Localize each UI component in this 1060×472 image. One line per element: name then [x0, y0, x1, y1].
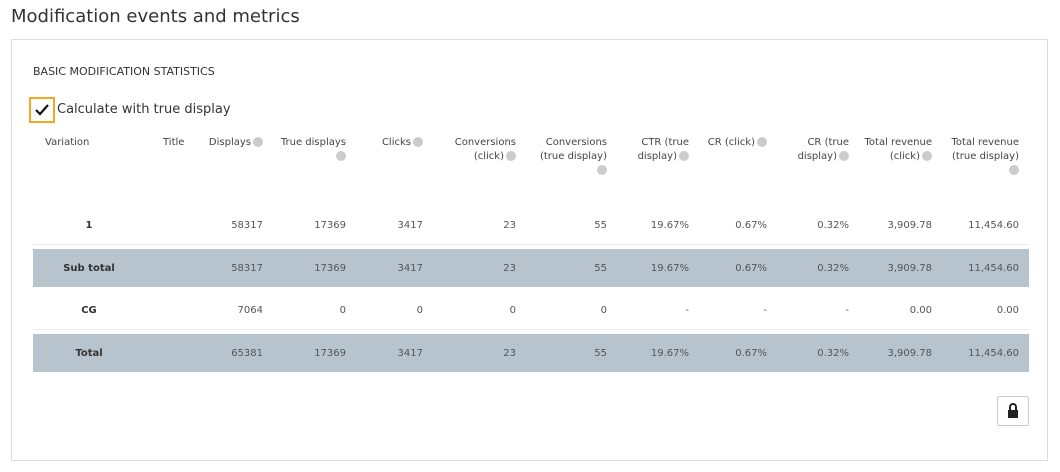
table-cell: 3,909.78 [859, 334, 942, 372]
table-cell: 17369 [273, 249, 356, 287]
info-icon[interactable] [597, 165, 607, 175]
column-header: CTR (true display) [617, 134, 699, 202]
table-cell: 0.67% [699, 249, 777, 287]
table-cell: 17369 [273, 334, 356, 372]
column-header-text: Conversions (click) [454, 137, 516, 162]
table-cell: 19.67% [617, 249, 699, 287]
table-cell: 0.00 [859, 291, 942, 330]
info-icon[interactable] [413, 137, 423, 147]
column-header-text: Total revenue (true display) [951, 137, 1019, 162]
checkbox-label[interactable]: Calculate with true display [57, 102, 231, 117]
column-header: Displays [201, 134, 273, 202]
table-cell: - [777, 291, 859, 330]
table-cell: 3417 [356, 249, 433, 287]
table-cell: 23 [433, 249, 526, 287]
table-cell: 58317 [201, 206, 273, 245]
panel: BASIC MODIFICATION STATISTICS Calculate … [11, 39, 1048, 461]
table-row: 1 58317 17369 3417 23 55 19.67% 0.67% 0.32% 3,909… [33, 206, 1029, 245]
info-icon[interactable] [1009, 165, 1019, 175]
column-header-text: True displays [280, 137, 346, 148]
column-header-text: Total revenue (click) [864, 137, 932, 162]
table-row: Sub total 58317 17369 3417 23 55 19.67% 0.67% 0.… [33, 249, 1029, 287]
table-cell: 11,454.60 [942, 334, 1029, 372]
table-cell: - [617, 291, 699, 330]
table-cell: 0.00 [942, 291, 1029, 330]
info-icon[interactable] [922, 151, 932, 161]
table-cell: 55 [526, 206, 617, 245]
row-label: 1 [33, 206, 151, 245]
title-cell [151, 334, 201, 372]
table-cell: 0.67% [699, 334, 777, 372]
column-header: Clicks [356, 134, 433, 202]
title-cell [151, 291, 201, 330]
lock-button[interactable] [997, 396, 1029, 426]
table-cell: 0.32% [777, 249, 859, 287]
column-header-text: CTR (true display) [637, 137, 689, 162]
column-header: CR (click) [699, 134, 777, 202]
row-label: CG [33, 291, 151, 330]
info-icon[interactable] [839, 151, 849, 161]
table-cell: 58317 [201, 249, 273, 287]
table-cell: 65381 [201, 334, 273, 372]
table-cell: 0 [273, 291, 356, 330]
column-header-text: Clicks [381, 137, 411, 148]
table-cell: 3417 [356, 206, 433, 245]
column-header: Conversions (true display) [526, 134, 617, 202]
table-cell: 55 [526, 249, 617, 287]
column-header: True displays [273, 134, 356, 202]
table-cell: 0.32% [777, 206, 859, 245]
table-cell: - [699, 291, 777, 330]
table-cell: 0.67% [699, 206, 777, 245]
column-header: Title [151, 134, 201, 202]
table-row: Total 65381 17369 3417 23 55 19.67% 0.67% 0.32% 3… [33, 334, 1029, 372]
table-cell: 0.32% [777, 334, 859, 372]
row-label: Total [33, 334, 151, 372]
table-cell: 0 [356, 291, 433, 330]
table-cell: 19.67% [617, 206, 699, 245]
column-header: Conversions (click) [433, 134, 526, 202]
table-row: CG 7064 0 0 0 0- - -0.00 0.00 [33, 291, 1029, 330]
page-title: Modification events and metrics [11, 6, 300, 27]
stats-table: Variation Title Displays True displays Click… [33, 130, 1029, 376]
table-cell: 3,909.78 [859, 249, 942, 287]
column-header-text: Variation [45, 137, 90, 148]
table-cell: 3,909.78 [859, 206, 942, 245]
title-cell [151, 249, 201, 287]
column-header: Total revenue (click) [859, 134, 942, 202]
column-header-text: Conversions (true display) [539, 137, 607, 162]
info-icon[interactable] [757, 137, 767, 147]
section-title: BASIC MODIFICATION STATISTICS [33, 65, 215, 78]
column-header-text: Displays [208, 137, 251, 148]
row-label: Sub total [33, 249, 151, 287]
table-cell: 7064 [201, 291, 273, 330]
checkbox[interactable] [29, 97, 55, 123]
table-cell: 19.67% [617, 334, 699, 372]
table-cell: 17369 [273, 206, 356, 245]
column-header-text: CR (click) [707, 137, 755, 148]
info-icon[interactable] [253, 137, 263, 147]
column-header: Total revenue (true display) [942, 134, 1029, 202]
table-cell: 55 [526, 334, 617, 372]
info-icon[interactable] [679, 151, 689, 161]
table-cell: 3417 [356, 334, 433, 372]
table-cell: 0 [526, 291, 617, 330]
table-cell: 0 [433, 291, 526, 330]
table-cell: 23 [433, 334, 526, 372]
title-cell [151, 206, 201, 245]
column-header-text: CR (true display) [797, 137, 849, 162]
column-header: Variation [33, 134, 151, 202]
info-icon[interactable] [336, 151, 346, 161]
table-cell: 11,454.60 [942, 249, 1029, 287]
table-cell: 11,454.60 [942, 206, 1029, 245]
info-icon[interactable] [506, 151, 516, 161]
column-header-text: Title [163, 137, 185, 148]
table-cell: 23 [433, 206, 526, 245]
column-header: CR (true display) [777, 134, 859, 202]
